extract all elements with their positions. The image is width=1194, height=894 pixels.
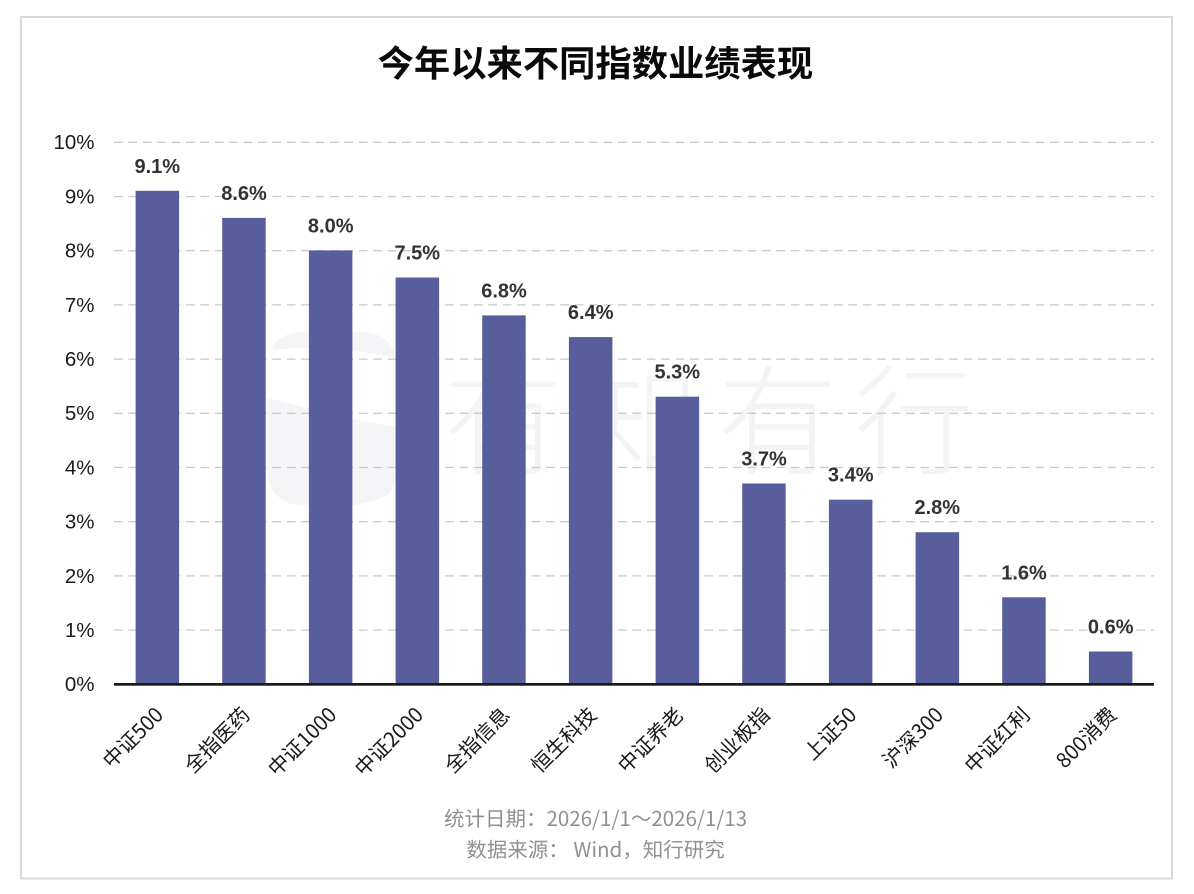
svg-text:9.1%: 9.1% [135,156,181,178]
svg-text:6.4%: 6.4% [568,302,614,324]
svg-text:6%: 6% [65,348,95,371]
svg-text:0%: 0% [65,673,95,696]
svg-text:8.0%: 8.0% [308,215,354,237]
svg-text:8.6%: 8.6% [221,183,267,205]
svg-text:10%: 10% [53,131,94,154]
svg-text:2.8%: 2.8% [915,497,961,519]
svg-text:0.6%: 0.6% [1088,617,1134,639]
svg-text:8%: 8% [65,240,95,263]
svg-text:1%: 1% [65,619,95,642]
svg-text:2%: 2% [65,565,95,588]
svg-text:5%: 5% [65,402,95,425]
svg-text:9%: 9% [65,185,95,208]
svg-text:7.5%: 7.5% [395,243,441,265]
svg-text:3.4%: 3.4% [828,465,874,487]
svg-text:7%: 7% [65,294,95,317]
svg-text:3%: 3% [65,511,95,534]
svg-text:6.8%: 6.8% [481,280,527,302]
svg-text:3.7%: 3.7% [741,449,787,471]
svg-text:4%: 4% [65,456,95,479]
svg-text:5.3%: 5.3% [655,362,701,384]
svg-text:1.6%: 1.6% [1001,562,1047,584]
